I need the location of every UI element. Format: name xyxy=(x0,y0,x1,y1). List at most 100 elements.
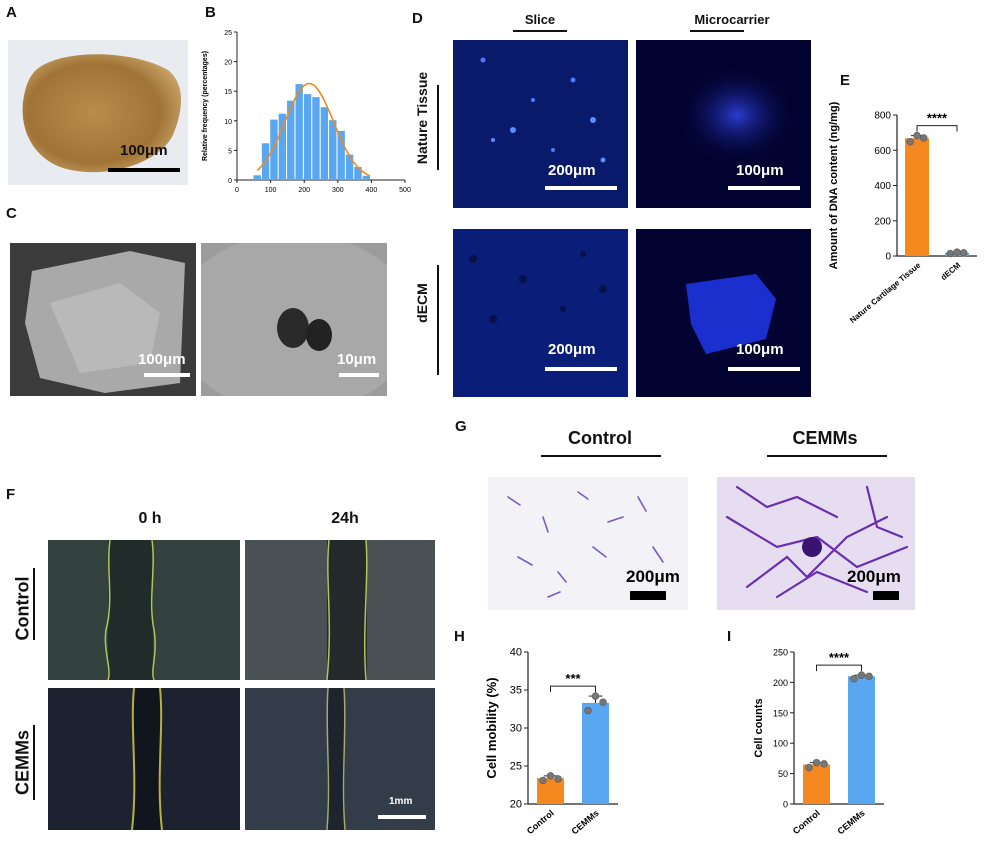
data-point xyxy=(906,138,914,146)
histogram-bar xyxy=(345,154,354,180)
y-tick-label: 600 xyxy=(874,146,891,157)
y-tick-label: 800 xyxy=(874,111,891,122)
histogram-bar xyxy=(329,120,337,180)
panel-label-h: H xyxy=(454,628,465,645)
dapi-microcarrier-decm: 100μm xyxy=(636,229,811,397)
scale-label-g-right: 200μm xyxy=(847,567,901,586)
sem-image-low-mag: 100μm xyxy=(10,243,196,396)
bar-cemms xyxy=(848,676,875,804)
cartilage-microcarrier-drawing: 100μm xyxy=(22,54,182,173)
data-point xyxy=(820,760,828,768)
scratch-cemms-24h: 1mm xyxy=(245,688,435,830)
category-label: dECM xyxy=(939,260,962,282)
histogram-bar xyxy=(320,107,329,180)
significance-bracket xyxy=(916,125,958,132)
panel-label-b: B xyxy=(205,4,216,21)
row-label-cemms: CEMMs xyxy=(12,730,33,796)
category-label: Control xyxy=(525,808,556,836)
row-label-control: Control xyxy=(12,576,33,641)
scale-label-d-4: 100μm xyxy=(736,341,784,358)
data-point xyxy=(584,706,592,715)
histogram-bar xyxy=(312,97,320,180)
histogram-bar xyxy=(278,113,287,180)
col-header-microcarrier: Microcarrier xyxy=(694,12,770,27)
scale-label-f: 1mm xyxy=(389,796,413,807)
y-tick-label: 25 xyxy=(510,761,522,773)
y-tick-label: 35 xyxy=(510,685,522,697)
y-tick-label: 30 xyxy=(510,723,522,735)
y-tick-label: 400 xyxy=(874,181,891,192)
data-point xyxy=(539,776,547,785)
scratch-control-24h xyxy=(245,540,435,680)
col-header-cemms: CEMMs xyxy=(792,428,858,448)
data-point xyxy=(591,692,600,700)
category-label: Control xyxy=(791,808,822,836)
category-label: Nature Cartilage Tissue xyxy=(848,260,923,325)
y-tick-label: 15 xyxy=(224,89,232,96)
scale-label-c-left: 100μm xyxy=(138,351,186,368)
y-tick-label: 100 xyxy=(773,739,788,749)
y-tick-label: 0 xyxy=(885,252,891,263)
panel-label-e: E xyxy=(840,72,851,89)
data-point xyxy=(546,772,555,780)
data-point xyxy=(960,249,968,257)
data-point xyxy=(857,671,866,679)
histogram-bar xyxy=(287,100,295,180)
dapi-slice-decm: 200μm xyxy=(453,229,628,397)
panel-label-d: D xyxy=(412,10,423,27)
col-header-control: Control xyxy=(568,428,632,448)
y-axis-label: Amount of DNA content (ng/mg) xyxy=(828,101,840,269)
sem-image-high-mag: 10μm xyxy=(201,243,387,396)
row-label-nature-tissue: Nature Tissue xyxy=(414,71,430,165)
panel-label-i: I xyxy=(727,628,732,645)
scale-label-g-left: 200μm xyxy=(626,567,680,586)
histogram-bar xyxy=(303,94,312,180)
data-point xyxy=(913,131,921,140)
dapi-slice-nature: 200μm xyxy=(453,40,628,208)
x-tick-label: 500 xyxy=(399,187,411,194)
y-tick-label: 0 xyxy=(228,178,232,185)
bar-nature-cartilage-tissue xyxy=(905,138,929,256)
y-tick-label: 200 xyxy=(773,678,788,688)
significance-bracket xyxy=(550,685,596,693)
y-axis-label: Relative frequency (percentages) xyxy=(202,51,209,161)
cartilage-microcarrier-image: 100μm xyxy=(8,40,188,185)
y-tick-label: 200 xyxy=(874,216,891,227)
data-point xyxy=(865,672,873,681)
x-tick-label: 400 xyxy=(366,187,378,194)
data-point xyxy=(554,775,562,783)
y-tick-label: 5 xyxy=(228,148,232,155)
data-point xyxy=(805,763,813,772)
dna-content-chart: 0 200 400 600 800 Nature Cartilage Tissue dECM… xyxy=(828,101,977,325)
data-point xyxy=(812,758,821,767)
transwell-control-image: 200μm xyxy=(488,477,688,610)
histogram-bar xyxy=(270,119,278,180)
y-tick-label: 20 xyxy=(224,60,232,67)
y-tick-label: 250 xyxy=(773,648,788,658)
significance-marker: *** xyxy=(565,671,581,686)
histogram-bar xyxy=(253,175,261,180)
scale-label-d-1: 200μm xyxy=(548,162,596,179)
scratch-control-0h xyxy=(48,540,240,680)
y-tick-label: 50 xyxy=(778,769,788,779)
histogram-bar xyxy=(362,175,371,180)
y-tick-label: 25 xyxy=(224,30,232,37)
col-header-0h: 0 h xyxy=(138,510,162,527)
frequency-histogram: 0 5 10 15 20 25 0 100 200 300 400 500 Relative frequ… xyxy=(202,30,411,194)
cell-counts-chart: 0 50 100 150 200 250 Control CEMMs **** Cell coun… xyxy=(753,648,884,836)
y-tick-label: 20 xyxy=(510,799,522,811)
col-header-24h: 24h xyxy=(331,510,359,527)
scale-label-a: 100μm xyxy=(120,142,168,159)
y-tick-label: 0 xyxy=(783,800,788,810)
gaussian-fit-line xyxy=(256,82,371,177)
panel-label-g: G xyxy=(455,418,467,435)
data-point xyxy=(946,249,954,258)
y-tick-label: 150 xyxy=(773,708,788,718)
category-label: CEMMs xyxy=(569,808,600,837)
col-header-slice: Slice xyxy=(524,12,556,27)
significance-marker: **** xyxy=(829,650,850,665)
row-label-decm: dECM xyxy=(414,283,430,323)
histogram-bar xyxy=(354,166,362,180)
panel-label-c: C xyxy=(6,205,17,222)
scale-label-d-3: 200μm xyxy=(548,341,596,358)
